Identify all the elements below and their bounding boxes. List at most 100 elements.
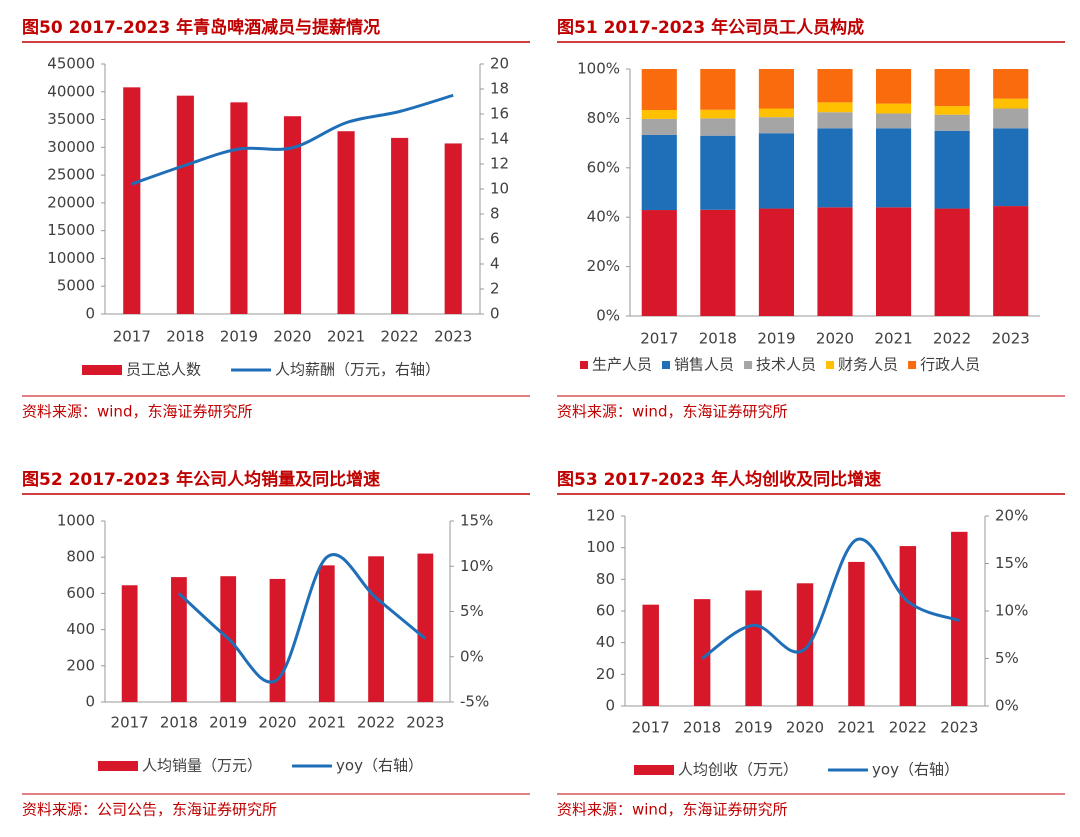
bar	[337, 131, 355, 314]
x-tick-label: 2018	[683, 719, 721, 737]
bar-segment	[817, 69, 853, 103]
bar	[318, 565, 335, 702]
source: 资料来源：wind，东海证券研究所	[557, 801, 787, 819]
y-tick-label: 0	[605, 697, 615, 715]
y-tick-label: 100	[586, 538, 615, 556]
legend-label: 人均薪酬（万元，右轴）	[275, 361, 440, 379]
y2-tick-label: 14	[490, 130, 509, 148]
y-tick-label: 1000	[57, 512, 95, 530]
legend-swatch	[744, 361, 753, 369]
chart-title: 图52 2017-2023 年公司人均销量及同比增速	[22, 469, 380, 490]
y2-tick-label: 15%	[460, 512, 493, 530]
bar-segment	[876, 113, 912, 129]
legend-label: 人均创收（万元）	[678, 761, 798, 779]
y2-tick-label: 16	[490, 105, 509, 123]
bar	[391, 137, 409, 314]
x-tick-label: 2017	[111, 714, 149, 732]
legend-swatch	[580, 361, 588, 369]
legend-label: 销售人员	[674, 356, 734, 374]
y-tick-label: 80%	[587, 109, 620, 127]
x-tick-label: 2019	[220, 328, 258, 346]
line	[131, 93, 454, 186]
y-tick-label: 10000	[47, 249, 95, 267]
y2-tick-label: 12	[490, 155, 509, 173]
y-tick-label: 20%	[587, 257, 620, 275]
x-tick-label: 2019	[757, 330, 795, 348]
legend-label: yoy（右轴）	[872, 761, 959, 779]
chart-title: 图53 2017-2023 年人均创收及同比增速	[557, 469, 881, 490]
x-tick-label: 2023	[406, 714, 444, 732]
x-tick-label: 2018	[166, 328, 204, 346]
y2-tick-label: 4	[490, 255, 500, 273]
x-tick-label: 2020	[273, 328, 311, 346]
x-tick-label: 2017	[640, 330, 678, 348]
y-tick-label: 15000	[47, 221, 95, 239]
bar	[848, 561, 865, 706]
bar-segment	[993, 206, 1029, 316]
y-tick-label: 35000	[47, 110, 95, 128]
y-tick-label: 80	[596, 570, 615, 588]
y2-tick-label: 0%	[995, 697, 1019, 715]
y2-tick-label: 10	[490, 180, 509, 198]
bar-segment	[876, 69, 912, 104]
y-tick-label: 0	[85, 693, 95, 711]
x-tick-label: 2021	[327, 328, 365, 346]
x-tick-label: 2020	[816, 330, 854, 348]
legend-swatch	[908, 361, 917, 369]
x-tick-label: 2022	[933, 330, 971, 348]
bar	[693, 599, 711, 706]
x-tick-label: 2020	[258, 714, 296, 732]
y-tick-label: 100%	[577, 60, 620, 78]
bar-segment	[641, 210, 677, 316]
bar-segment	[758, 208, 794, 316]
legend-label: 财务人员	[838, 356, 898, 374]
y-tick-label: 200	[66, 656, 95, 674]
bar-segment	[934, 69, 970, 107]
bar	[269, 578, 286, 702]
bar-segment	[993, 128, 1029, 207]
x-tick-label: 2017	[113, 328, 151, 346]
bar-segment	[993, 69, 1029, 99]
chart-title: 图50 2017-2023 年青岛啤酒减员与提薪情况	[22, 17, 380, 38]
bar-segment	[934, 114, 970, 131]
x-tick-label: 2023	[940, 719, 978, 737]
x-tick-label: 2018	[699, 330, 737, 348]
bar	[230, 102, 248, 314]
bar	[417, 553, 434, 702]
bar-segment	[934, 130, 970, 209]
bar-segment	[817, 102, 853, 113]
x-tick-label: 2019	[734, 719, 772, 737]
x-tick-label: 2021	[308, 714, 346, 732]
bar-segment	[934, 208, 970, 316]
bar	[123, 87, 141, 314]
bar-segment	[876, 103, 912, 114]
bar	[121, 585, 138, 702]
y2-tick-label: 0%	[460, 647, 484, 665]
source: 资料来源：公司公告，东海证券研究所	[22, 801, 277, 819]
x-tick-label: 2018	[160, 714, 198, 732]
y-tick-label: 60	[596, 602, 615, 620]
bar-segment	[758, 117, 794, 134]
bar-segment	[641, 110, 677, 119]
bar-segment	[700, 209, 736, 316]
x-tick-label: 2021	[874, 330, 912, 348]
x-tick-label: 2022	[889, 719, 927, 737]
y2-tick-label: 5%	[460, 602, 484, 620]
y-tick-label: 60%	[587, 158, 620, 176]
bar-segment	[876, 128, 912, 208]
y2-tick-label: 8	[490, 205, 500, 223]
bar-segment	[758, 69, 794, 109]
bar	[444, 143, 462, 314]
bar	[171, 577, 187, 702]
x-tick-label: 2023	[434, 328, 472, 346]
x-tick-label: 2019	[209, 714, 247, 732]
y-tick-label: 45000	[47, 55, 95, 73]
source: 资料来源：wind，东海证券研究所	[22, 403, 252, 421]
y-tick-label: 0	[85, 305, 95, 323]
bar-segment	[641, 69, 677, 111]
bar-segment	[993, 98, 1029, 109]
bar	[642, 604, 659, 706]
bar-segment	[758, 133, 794, 209]
y-tick-label: 40%	[587, 208, 620, 226]
bar	[283, 116, 302, 314]
